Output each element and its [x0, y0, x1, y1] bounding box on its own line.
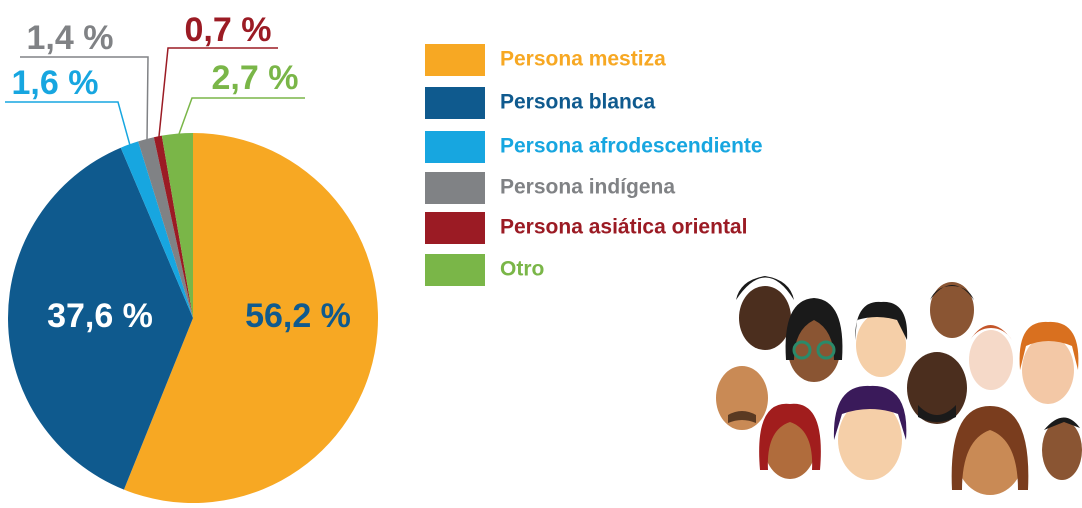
- legend-label: Persona indígena: [500, 176, 675, 199]
- people-illustration: [716, 276, 1082, 495]
- value-label: 37,6 %: [47, 297, 153, 335]
- legend-swatch: [425, 131, 485, 163]
- legend-swatch: [425, 44, 485, 76]
- leader-line: [5, 102, 131, 148]
- legend-swatch: [425, 212, 485, 244]
- legend: Persona mestiza Persona blanca Persona afr…: [425, 44, 763, 286]
- legend-label: Persona blanca: [500, 91, 656, 114]
- legend-swatch: [425, 172, 485, 204]
- legend-label: Persona afrodescendiente: [500, 135, 763, 158]
- legend-swatch: [425, 87, 485, 119]
- value-label: 2,7 %: [212, 59, 299, 97]
- page: {"chart_data": {"type": "pie", "categori…: [0, 0, 1082, 508]
- leader-line: [178, 98, 305, 138]
- value-label: 56,2 %: [245, 297, 351, 335]
- value-label: 1,6 %: [12, 64, 99, 102]
- legend-swatch: [425, 254, 485, 286]
- value-label: 1,4 %: [27, 19, 114, 57]
- value-label: 0,7 %: [185, 11, 272, 49]
- legend-label: Otro: [500, 258, 544, 281]
- legend-label: Persona asiática oriental: [500, 216, 747, 239]
- legend-label: Persona mestiza: [500, 48, 666, 71]
- chart: 56,2 % 37,6 % 1,6 % 1,4 % 0,7 % 2,7 % Persona…: [0, 0, 1082, 508]
